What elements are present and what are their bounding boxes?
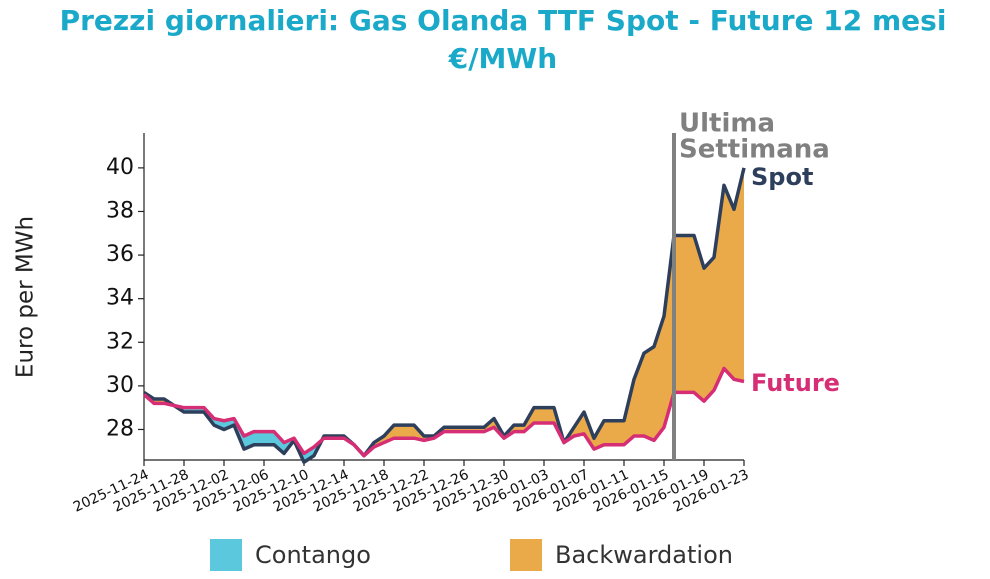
spread-fill — [614, 420, 624, 445]
series-line — [142, 366, 745, 458]
spread-fill — [604, 420, 614, 445]
spread-fill — [684, 235, 694, 393]
y-tick-label: 38 — [106, 198, 134, 223]
spread-fill — [664, 235, 674, 428]
y-tick-label: 36 — [106, 242, 134, 267]
series-label: Spot — [751, 163, 813, 191]
y-tick-label: 32 — [106, 329, 134, 354]
y-tick-label: 30 — [106, 373, 134, 398]
spread-fill — [264, 431, 274, 445]
spread-fill — [544, 407, 554, 423]
legend-label: Backwardation — [555, 541, 733, 569]
chart-subtitle: €/MWh — [448, 42, 557, 75]
annotation-text: Settimana — [679, 135, 830, 165]
y-axis-label: Euro per MWh — [13, 216, 39, 378]
spread-fill — [734, 167, 744, 382]
spread-fill — [674, 235, 684, 393]
spread-fill — [654, 316, 664, 441]
spread-fill — [724, 185, 734, 380]
spread-fill — [394, 425, 404, 439]
y-tick-label: 40 — [106, 155, 134, 180]
spread-fill — [254, 431, 264, 445]
legend-label: Contango — [255, 541, 371, 569]
spread-fill — [274, 431, 284, 454]
legend-swatch — [510, 539, 542, 571]
y-tick-label: 28 — [106, 416, 134, 441]
chart-title: Prezzi giornalieri: Gas Olanda TTF Spot … — [60, 4, 947, 37]
spread-fill — [694, 235, 704, 402]
spread-fill — [404, 425, 414, 439]
series-line — [143, 167, 746, 464]
spread-fill — [714, 185, 724, 391]
spread-fill — [644, 346, 654, 441]
spread-fill — [534, 407, 544, 423]
annotation-text: Ultima — [679, 109, 775, 139]
series-label: Future — [751, 369, 840, 397]
spread-fill — [704, 257, 714, 402]
legend-swatch — [210, 539, 242, 571]
y-tick-label: 34 — [106, 286, 134, 311]
spread-fill — [304, 446, 314, 463]
